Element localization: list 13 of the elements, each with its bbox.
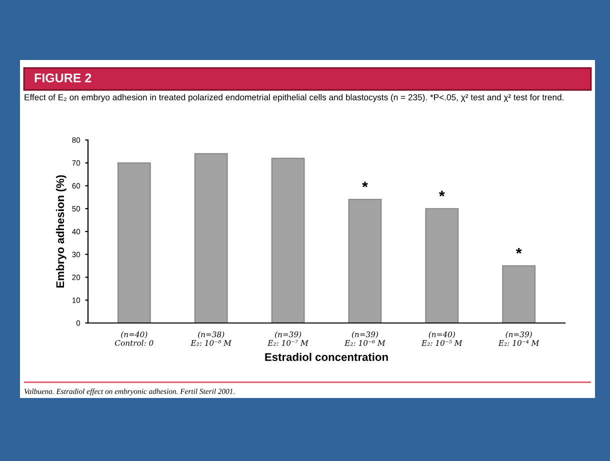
- bar: [502, 265, 536, 323]
- annotation: *: [516, 248, 522, 254]
- bar: [117, 162, 151, 323]
- x-axis-title: Estradiol concentration: [265, 352, 388, 361]
- bar: [271, 158, 305, 323]
- chart-subtitle: Effect of E₂ on embryo adhesion in treated polarized endometrial epithelial cells and blastocysts (n = 235). *P<.05, χ² test and χ² test for trend.: [24, 94, 564, 102]
- bar: [194, 153, 228, 323]
- annotation: *: [438, 190, 445, 196]
- chart-title: FIGURE 2: [34, 74, 92, 82]
- bar: [425, 208, 459, 323]
- annotation: *: [362, 182, 368, 188]
- y-axis-title: Embryo adhesion (%): [56, 175, 66, 288]
- bar: [348, 198, 382, 323]
